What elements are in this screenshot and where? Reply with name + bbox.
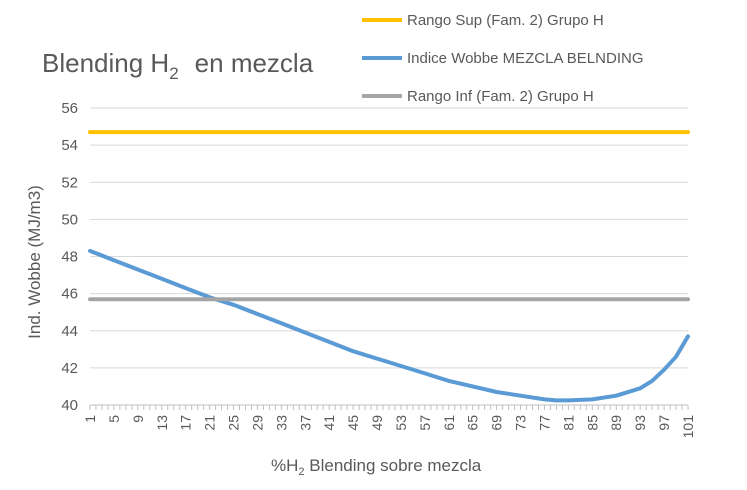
x-tick-label-97: 97 — [656, 415, 672, 431]
x-tick-label-69: 69 — [489, 415, 505, 431]
chart-title: Blending H2 en mezcla — [42, 48, 314, 83]
legend-label-1: Rango Sup (Fam. 2) Grupo H — [407, 12, 604, 29]
x-axis-title-prefix: %H — [271, 456, 298, 475]
x-tick-label-81: 81 — [560, 415, 576, 431]
x-tick-label-73: 73 — [513, 415, 529, 431]
y-tick-label-40: 40 — [61, 397, 78, 414]
x-tick-label-65: 65 — [465, 415, 481, 431]
x-tick-label-41: 41 — [321, 415, 337, 431]
x-axis: 1 5 9 13 17 21 25 29 33 37 41 45 49 53 57 61 65 69 73 77 81 8… — [82, 404, 696, 439]
chart-title-main: Blending H — [42, 48, 169, 78]
legend: Rango Sup (Fam. 2) Grupo H Indice Wobbe M… — [362, 12, 643, 105]
x-axis-title-suffix: Blending sobre mezcla — [305, 456, 482, 475]
x-tick-label-1: 1 — [82, 415, 98, 423]
y-tick-label-46: 46 — [61, 286, 78, 303]
grid — [90, 107, 688, 406]
x-tick-label-33: 33 — [273, 415, 289, 431]
x-tick-label-77: 77 — [536, 415, 552, 431]
y-tick-label-52: 52 — [61, 174, 78, 191]
x-tick-label-17: 17 — [178, 415, 194, 431]
x-tick-label-13: 13 — [154, 415, 170, 431]
x-tick-label-25: 25 — [226, 415, 242, 431]
y-axis-title: Ind. Wobbe (MJ/m3) — [25, 185, 44, 339]
x-tick-label-85: 85 — [584, 415, 600, 431]
x-tick-label-9: 9 — [130, 415, 146, 423]
y-axis: 40 42 44 46 48 50 52 54 56 — [61, 100, 78, 414]
x-tick-label-21: 21 — [202, 415, 218, 431]
x-tick-label-57: 57 — [417, 415, 433, 431]
x-axis-title: %H2 Blending sobre mezcla — [271, 456, 482, 478]
x-tick-label-45: 45 — [345, 415, 361, 431]
x-tick-label-53: 53 — [393, 415, 409, 431]
series-line-2 — [88, 248, 690, 403]
x-tick-label-49: 49 — [369, 415, 385, 431]
y-tick-label-48: 48 — [61, 249, 78, 266]
y-tick-label-54: 54 — [61, 137, 78, 154]
x-tick-label-61: 61 — [441, 415, 457, 431]
legend-label-3: Rango Inf (Fam. 2) Grupo H — [407, 88, 594, 105]
legend-label-2: Indice Wobbe MEZCLA BELNDING — [407, 50, 643, 67]
x-tick-label-37: 37 — [297, 415, 313, 431]
y-tick-label-44: 44 — [61, 323, 78, 340]
x-axis-title-subscript: 2 — [298, 466, 304, 478]
x-tick-label-93: 93 — [632, 415, 648, 431]
chart-title-subscript: 2 — [169, 64, 178, 83]
chart-title-suffix: en mezcla — [195, 48, 314, 78]
y-tick-label-42: 42 — [61, 360, 78, 377]
plot-area — [88, 130, 690, 403]
x-tick-label-101: 101 — [680, 415, 696, 439]
x-tick-label-5: 5 — [106, 415, 122, 423]
x-tick-label-89: 89 — [608, 415, 624, 431]
y-tick-label-50: 50 — [61, 211, 78, 228]
y-tick-label-56: 56 — [61, 100, 78, 117]
x-tick-label-29: 29 — [249, 415, 265, 431]
